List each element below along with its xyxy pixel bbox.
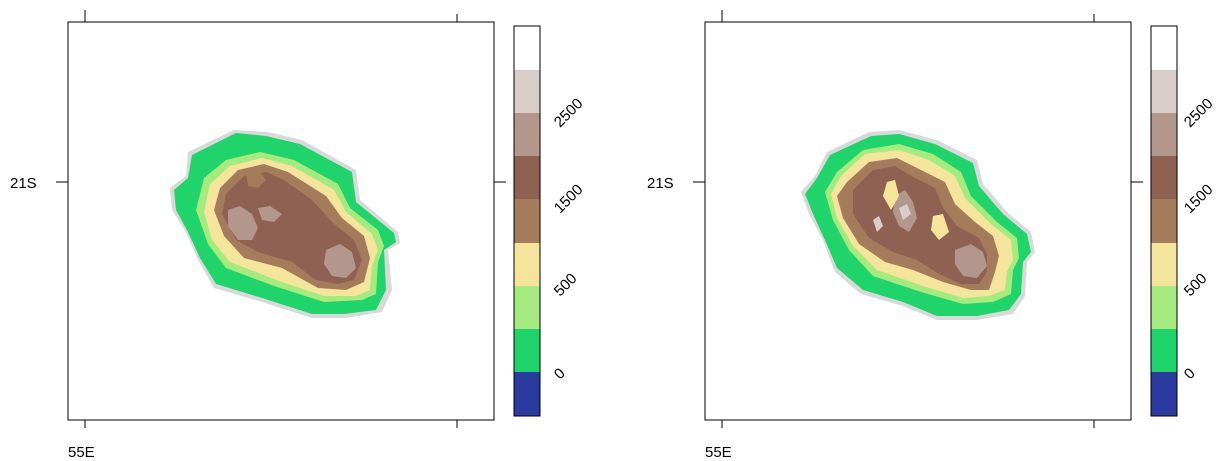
colorbar-label-500: 500 <box>1181 270 1211 300</box>
terrain-band-2500b <box>955 244 987 278</box>
colorbar-swatch <box>1151 329 1177 372</box>
colorbar-label-2500: 2500 <box>1181 95 1217 131</box>
colorbar-coarse: 0 500 1500 2500 <box>513 25 587 417</box>
colorbar-swatch <box>514 156 540 199</box>
terrain-band-2500c <box>258 206 282 222</box>
colorbar-swatch <box>514 113 540 156</box>
colorbar-swatch <box>1151 156 1177 199</box>
terrain-band-gap <box>246 170 266 188</box>
map-panel-fine: 55E 21S 0 <box>637 0 1224 461</box>
y-tick-label: 21S <box>647 175 674 192</box>
island-terrain-fine <box>801 130 1035 320</box>
colorbar-fine: 0 500 1500 2500 <box>1150 25 1217 417</box>
colorbar-label-0: 0 <box>551 365 569 383</box>
colorbar-swatch <box>1151 113 1177 156</box>
colorbar-label-500: 500 <box>551 270 581 300</box>
x-tick-label: 55E <box>705 444 732 461</box>
colorbar-swatch <box>514 26 540 70</box>
colorbar-swatch <box>514 286 540 329</box>
colorbar-swatch <box>1151 199 1177 243</box>
colorbar-label-2500: 2500 <box>551 95 587 131</box>
terrain-band-peak2 <box>873 216 883 232</box>
colorbar-swatch <box>514 70 540 113</box>
terrain-band-2500 <box>228 206 258 240</box>
colorbar-frame <box>1150 25 1178 417</box>
colorbar-swatch <box>514 243 540 286</box>
colorbar-label-1500: 1500 <box>1181 181 1217 217</box>
colorbar-swatch <box>1151 372 1177 416</box>
terrain-valley2 <box>931 214 949 240</box>
terrain-band-peak <box>899 204 911 220</box>
colorbar-frame <box>513 25 541 417</box>
colorbar-swatch <box>1151 70 1177 113</box>
map-canvas-fine: 55E 21S 0 <box>647 10 1217 461</box>
colorbar-swatch <box>1151 26 1177 70</box>
colorbar-swatch <box>1151 243 1177 286</box>
colorbar-label-1500: 1500 <box>551 181 587 217</box>
terrain-band-2500b <box>324 244 356 278</box>
island-terrain-coarse <box>170 130 400 318</box>
x-tick-label: 55E <box>68 444 95 461</box>
terrain-valley <box>883 180 899 210</box>
map-canvas-coarse: 55E 21S 0 500 <box>10 10 587 461</box>
colorbar-swatch <box>514 372 540 416</box>
map-panel-coarse: 55E 21S 0 500 <box>10 10 587 461</box>
colorbar-swatch <box>1151 286 1177 329</box>
colorbar-label-0: 0 <box>1181 365 1199 383</box>
colorbar-swatch <box>514 199 540 243</box>
y-tick-label: 21S <box>10 175 37 192</box>
colorbar-swatch <box>514 329 540 372</box>
